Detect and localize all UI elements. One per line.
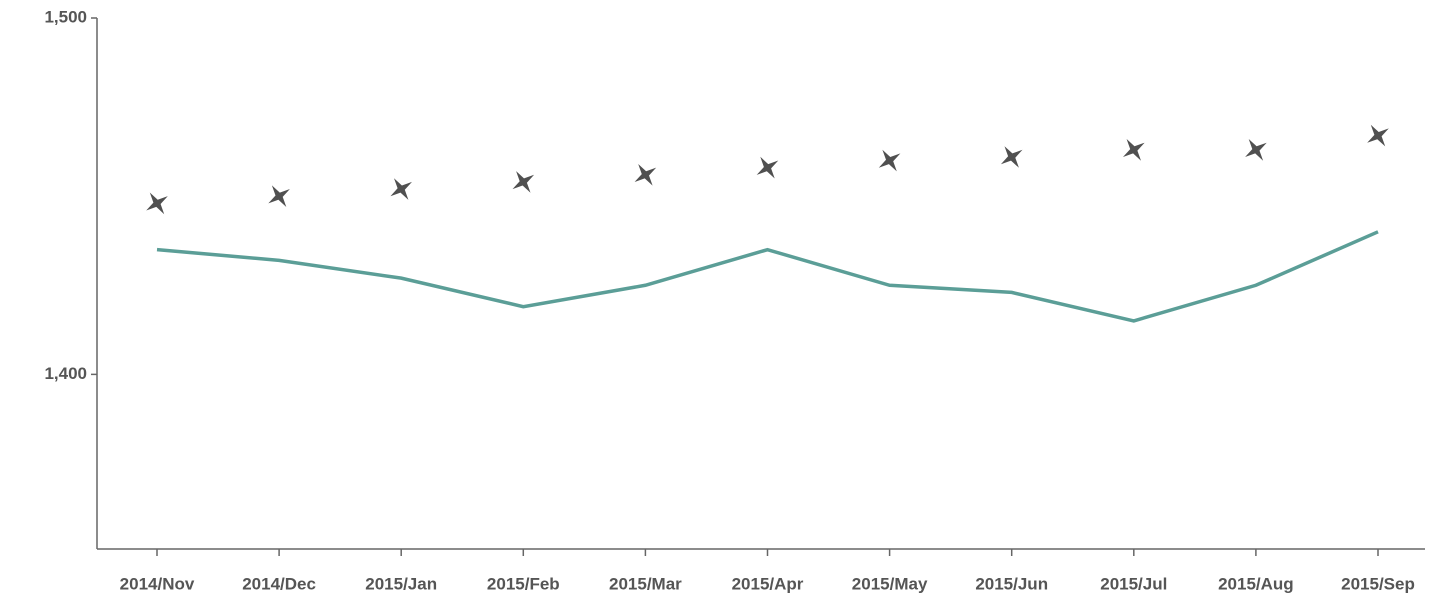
star-marker — [390, 178, 412, 200]
y-tick-label: 1,400 — [44, 364, 87, 383]
x-tick-label: 2015/Sep — [1341, 574, 1415, 593]
star-marker — [512, 171, 535, 193]
y-tick-label: 1,500 — [44, 7, 87, 26]
x-tick-label: 2015/Jan — [365, 574, 437, 593]
x-tick-label: 2015/Aug — [1218, 574, 1294, 593]
star-marker — [1123, 139, 1145, 161]
x-tick-label: 2014/Dec — [242, 574, 316, 593]
x-tick-label: 2015/Jul — [1100, 574, 1167, 593]
line — [156, 230, 1379, 323]
x-tick-label: 2015/Mar — [609, 574, 682, 593]
star-marker — [1000, 146, 1023, 168]
x-tick-label: 2015/Apr — [732, 574, 804, 593]
star-marker — [268, 185, 290, 207]
star-marker — [878, 149, 901, 172]
star-marker — [756, 156, 779, 179]
x-tick-label: 2014/Nov — [120, 574, 195, 593]
star-marker — [634, 164, 657, 186]
x-tick-label: 2015/Jun — [975, 574, 1048, 593]
star-marker — [1367, 124, 1389, 147]
x-tick-label: 2015/Feb — [487, 574, 560, 593]
x-tick-label: 2015/May — [852, 574, 928, 593]
star-marker — [146, 192, 168, 215]
star-marker — [1245, 139, 1267, 161]
